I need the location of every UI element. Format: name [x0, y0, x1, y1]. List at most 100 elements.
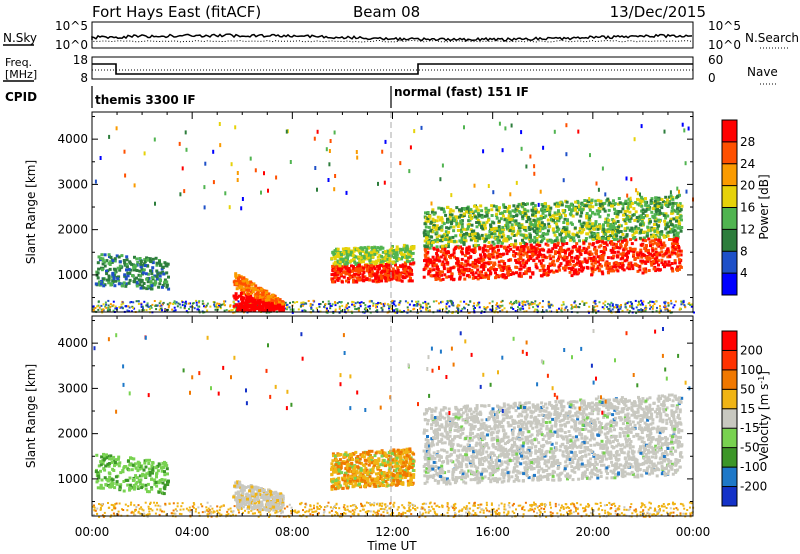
- range-gate-cell: [594, 235, 598, 239]
- range-gate-cell: [145, 277, 149, 281]
- range-gate-cell: [517, 258, 521, 261]
- range-gate-cell: [359, 246, 363, 250]
- range-gate-cell: [569, 221, 573, 225]
- range-gate-cell: [635, 188, 638, 193]
- range-gate-cell: [232, 280, 236, 284]
- range-gate-cell: [576, 199, 580, 203]
- range-gate-cell: [377, 301, 380, 304]
- range-gate-cell: [504, 275, 508, 279]
- range-gate-cell: [361, 275, 365, 279]
- range-gate-cell: [154, 281, 158, 285]
- range-gate-cell: [564, 307, 567, 310]
- range-gate-cell: [376, 303, 379, 306]
- range-gate-cell: [569, 235, 573, 239]
- range-gate-cell: [336, 251, 340, 255]
- range-gate-cell: [652, 301, 655, 303]
- range-gate-cell: [619, 235, 623, 239]
- range-gate-cell: [159, 279, 162, 282]
- range-gate-cell: [436, 215, 440, 219]
- range-gate-cell: [619, 238, 623, 242]
- range-gate-cell: [671, 244, 675, 248]
- range-gate-cell: [549, 206, 553, 210]
- range-gate-cell: [650, 235, 654, 239]
- range-gate-cell: [573, 245, 577, 249]
- range-gate-cell: [328, 302, 331, 305]
- range-gate-cell: [588, 235, 592, 239]
- range-gate-cell: [382, 266, 386, 270]
- range-gate-cell: [457, 309, 459, 312]
- range-gate-cell: [178, 141, 181, 146]
- range-gate-cell: [106, 310, 109, 313]
- range-gate-cell: [408, 269, 412, 273]
- range-gate-cell: [558, 249, 562, 253]
- range-gate-cell: [391, 249, 395, 253]
- range-gate-cell: [473, 265, 477, 269]
- range-gate-cell: [573, 226, 577, 230]
- range-gate-cell: [683, 304, 686, 307]
- range-gate-cell: [605, 266, 609, 270]
- range-gate-cell: [484, 237, 488, 241]
- range-gate-cell: [396, 266, 400, 270]
- range-gate-cell: [547, 303, 550, 306]
- range-gate-cell: [142, 268, 146, 272]
- range-gate-cell: [146, 264, 150, 268]
- range-gate-cell: [286, 303, 289, 306]
- range-gate-cell: [446, 205, 449, 209]
- range-gate-cell: [598, 209, 602, 213]
- range-gate-cell: [145, 309, 148, 312]
- freq-frame: [91, 56, 694, 80]
- range-gate-cell: [257, 286, 260, 290]
- range-gate-cell: [239, 281, 243, 285]
- range-gate-cell: [471, 236, 475, 240]
- range-gate-cell: [348, 275, 352, 279]
- range-gate-cell: [255, 307, 259, 311]
- range-gate-cell: [159, 271, 163, 275]
- range-gate-cell: [519, 274, 523, 278]
- range-gate-cell: [664, 195, 668, 199]
- range-gate-cell: [390, 307, 393, 310]
- range-gate-cell: [318, 305, 321, 308]
- range-gate-cell: [128, 271, 132, 275]
- range-gate-cell: [106, 308, 109, 311]
- range-gate-cell: [218, 302, 221, 305]
- range-gate-cell: [673, 304, 676, 307]
- range-gate-cell: [148, 467, 151, 471]
- range-gate-cell: [140, 466, 144, 470]
- range-gate-cell: [384, 250, 387, 254]
- range-gate-cell: [618, 265, 622, 269]
- range-gate-cell: [393, 276, 397, 280]
- range-gate-cell: [601, 240, 605, 244]
- range-gate-cell: [460, 247, 464, 251]
- range-gate-cell: [479, 276, 483, 280]
- range-gate-cell: [160, 267, 164, 271]
- range-gate-cell: [107, 464, 111, 468]
- range-gate-cell: [524, 303, 527, 306]
- range-gate-cell: [111, 259, 115, 262]
- range-gate-cell: [382, 265, 386, 269]
- range-gate-cell: [423, 247, 427, 251]
- range-gate-cell: [494, 268, 498, 271]
- nsearch-line: [91, 39, 693, 43]
- range-gate-cell: [400, 257, 403, 261]
- range-gate-cell: [495, 245, 499, 249]
- range-gate-cell: [506, 235, 510, 239]
- range-gate-cell: [256, 296, 260, 300]
- range-gate-cell: [161, 265, 165, 269]
- range-gate-cell: [520, 146, 523, 151]
- range-gate-cell: [107, 306, 110, 309]
- range-gate-cell: [450, 275, 454, 278]
- range-gate-cell: [493, 268, 496, 272]
- range-gate-cell: [150, 306, 153, 309]
- range-gate-cell: [364, 306, 367, 309]
- range-gate-cell: [604, 263, 608, 267]
- range-gate-cell: [561, 243, 565, 247]
- range-gate-cell: [109, 477, 113, 481]
- range-gate-cell: [333, 280, 337, 284]
- range-gate-cell: [352, 301, 355, 304]
- range-gate-cell: [474, 276, 478, 280]
- range-gate-cell: [161, 284, 165, 287]
- range-gate-cell: [676, 209, 680, 213]
- range-gate-cell: [671, 230, 675, 234]
- range-gate-cell: [617, 225, 621, 229]
- range-gate-cell: [511, 209, 515, 213]
